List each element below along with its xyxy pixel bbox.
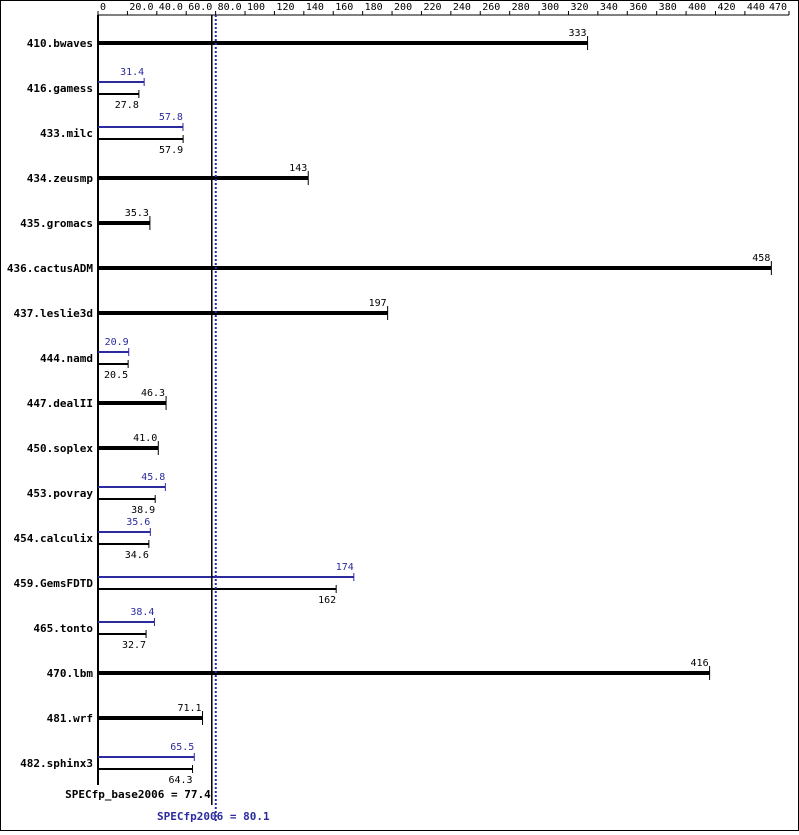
bar [98,671,710,675]
x-tick-label: 140 [306,2,324,13]
category-label: 459.GemsFDTD [14,577,94,590]
value-label: 458 [752,253,770,264]
x-tick-label: 300 [541,2,559,13]
category-label: 454.calculix [14,532,94,545]
category-label: 416.gamess [27,82,93,95]
bar [98,266,772,270]
x-tick-label: 20.0 [129,2,153,13]
value-label: 38.9 [131,505,155,516]
value-label: 333 [569,28,587,39]
value-label: 35.3 [125,208,149,219]
base-bar [98,768,193,770]
x-tick-label: 340 [600,2,618,13]
x-tick-label: 320 [570,2,588,13]
category-label: 482.sphinx3 [20,757,93,770]
reference-label: SPECfp_base2006 = 77.4 [65,788,211,801]
value-label: 20.5 [104,370,128,381]
x-tick-label: 100 [247,2,265,13]
x-tick-label: 180 [365,2,383,13]
category-label: 435.gromacs [20,217,93,230]
value-label: 416 [691,658,709,669]
bar [98,401,167,405]
bar [98,176,309,180]
value-label: 46.3 [141,388,165,399]
value-label: 38.4 [130,607,154,618]
base-bar [98,498,156,500]
category-label: 453.povray [27,487,94,500]
value-label: 32.7 [122,640,146,651]
category-label: 470.lbm [47,667,94,680]
base-bar [98,543,149,545]
value-label: 162 [318,595,336,606]
category-label: 481.wrf [47,712,93,725]
category-label: 436.cactusADM [7,262,93,275]
x-tick-label: 380 [659,2,677,13]
peak-bar [98,81,145,83]
category-label: 410.bwaves [27,37,93,50]
x-tick-label: 400 [688,2,706,13]
x-tick-label: 470 [769,2,787,13]
value-label: 57.9 [159,145,183,156]
category-label: 447.dealII [27,397,93,410]
peak-bar [98,351,129,353]
x-tick-label: 280 [512,2,530,13]
bar [98,446,159,450]
base-bar [98,363,129,365]
reference-label: SPECfp2006 = 80.1 [157,810,270,823]
bar [98,716,203,720]
peak-bar [98,621,155,623]
category-label: 450.soplex [27,442,94,455]
category-label: 465.tonto [33,622,93,635]
peak-bar [98,531,151,533]
value-label: 41.0 [133,433,157,444]
peak-bar [98,486,166,488]
value-label: 34.6 [125,550,149,561]
x-tick-label: 160 [335,2,353,13]
value-label: 65.5 [170,742,194,753]
value-label: 64.3 [168,775,192,786]
value-label: 35.6 [126,517,150,528]
x-tick-label: 360 [629,2,647,13]
value-label: 27.8 [115,100,139,111]
bar [98,221,150,225]
bar [98,311,388,315]
x-tick-label: 260 [482,2,500,13]
value-label: 197 [369,298,387,309]
peak-bar [98,576,354,578]
category-label: 434.zeusmp [27,172,94,185]
value-label: 71.1 [177,703,201,714]
value-label: 45.8 [141,472,165,483]
x-tick-label: 220 [423,2,441,13]
value-label: 57.8 [159,112,183,123]
base-bar [98,633,147,635]
peak-bar [98,126,183,128]
peak-bar [98,756,195,758]
category-label: 444.namd [40,352,93,365]
x-tick-label: 60.0 [188,2,212,13]
x-tick-label: 80.0 [218,2,242,13]
x-tick-label: 0 [100,2,106,13]
base-bar [98,93,139,95]
value-label: 174 [336,562,354,573]
x-tick-label: 200 [394,2,412,13]
x-tick-label: 420 [717,2,735,13]
value-label: 20.9 [105,337,129,348]
x-tick-label: 40.0 [159,2,183,13]
category-label: 437.leslie3d [14,307,93,320]
bar [98,41,588,45]
value-label: 143 [289,163,307,174]
x-tick-label: 240 [453,2,471,13]
x-tick-label: 120 [276,2,294,13]
base-bar [98,138,184,140]
value-label: 31.4 [120,67,144,78]
category-label: 433.milc [40,127,93,140]
x-tick-label: 440 [747,2,765,13]
base-bar [98,588,337,590]
